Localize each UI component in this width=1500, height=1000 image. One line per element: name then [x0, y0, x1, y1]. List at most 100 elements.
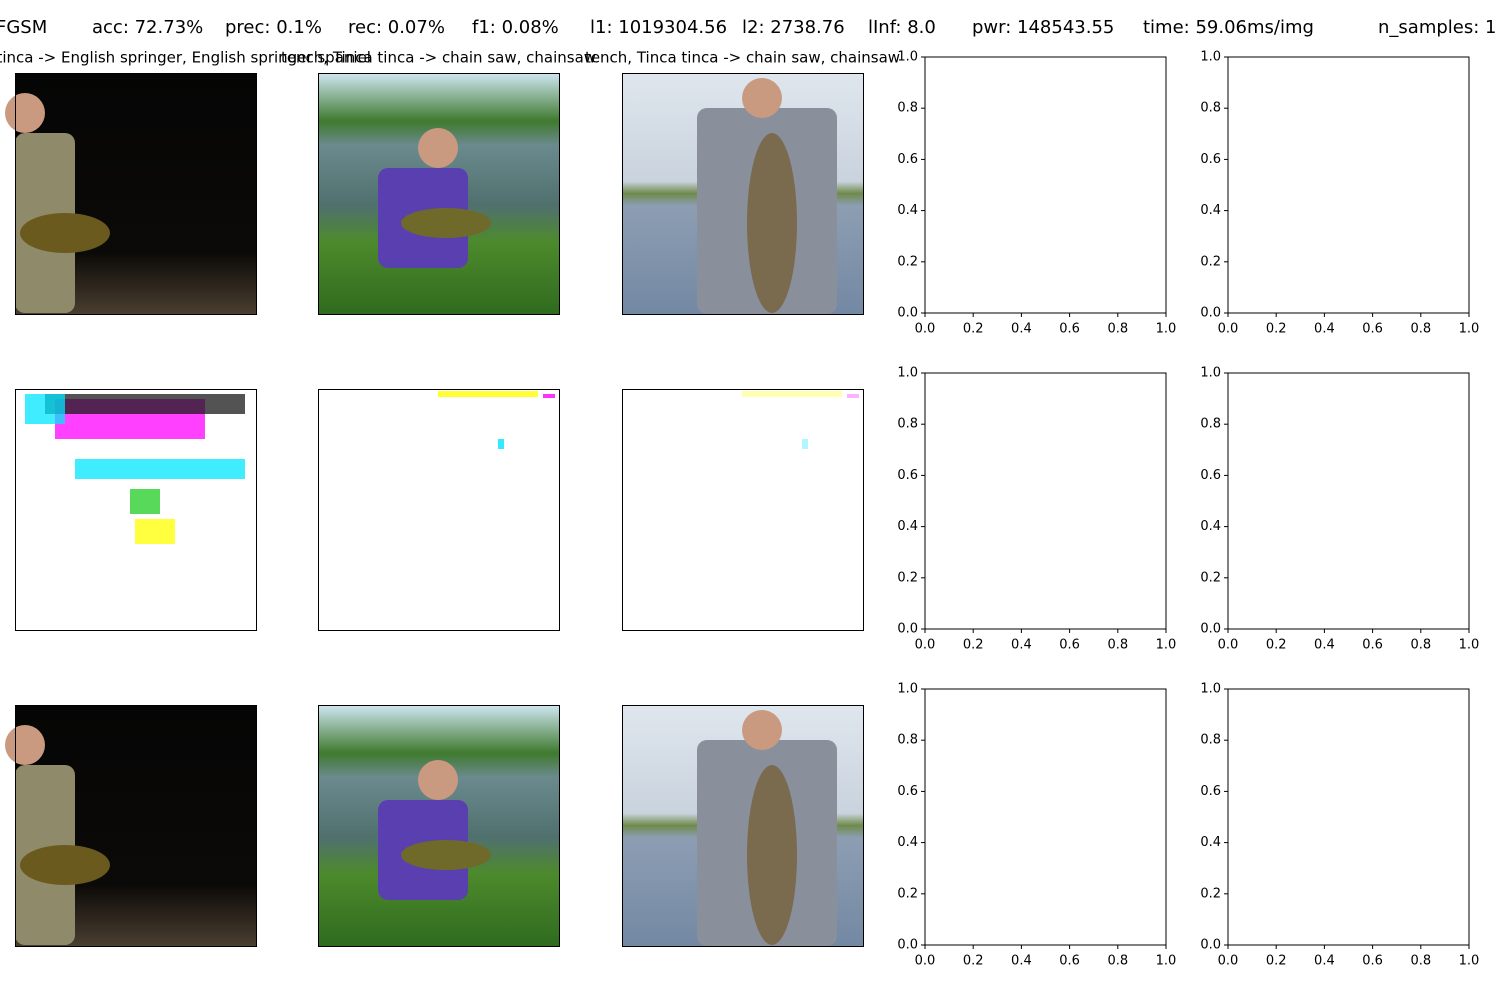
noise — [130, 489, 160, 514]
image-panel — [15, 389, 257, 631]
y-tick-label: 0.8 — [1200, 417, 1221, 432]
x-tick-label: 0.2 — [1266, 322, 1287, 337]
head — [742, 78, 782, 118]
x-tick-label: 1.0 — [1459, 638, 1480, 653]
y-tick-label: 0.8 — [1200, 101, 1221, 116]
x-tick-label: 0.6 — [1362, 322, 1383, 337]
y-tick-label: 1.0 — [897, 682, 918, 697]
diff-image — [318, 389, 559, 630]
head — [5, 725, 45, 765]
image-panel — [318, 389, 560, 631]
y-tick-label: 0.4 — [897, 203, 918, 218]
noise — [75, 459, 245, 479]
metric: f1: 0.08% — [472, 17, 559, 38]
y-tick-label: 1.0 — [897, 50, 918, 65]
x-tick-label: 0.0 — [1218, 322, 1239, 337]
y-tick-label: 1.0 — [897, 366, 918, 381]
head — [418, 760, 458, 800]
y-tick-label: 0.6 — [897, 784, 918, 799]
x-tick-label: 0.8 — [1410, 638, 1431, 653]
head — [742, 710, 782, 750]
x-tick-label: 0.4 — [1314, 638, 1335, 653]
x-tick-label: 1.0 — [1156, 638, 1177, 653]
y-tick-label: 0.6 — [897, 468, 918, 483]
metric: time: 59.06ms/img — [1143, 17, 1314, 38]
axes-frame — [1227, 56, 1470, 314]
metric: acc: 72.73% — [92, 17, 203, 38]
panel-border — [318, 705, 560, 947]
image-panel — [622, 389, 864, 631]
metric: n_samples: 1 — [1378, 17, 1496, 38]
x-tick-label: 0.6 — [1059, 954, 1080, 969]
y-tick-label: 1.0 — [1200, 682, 1221, 697]
axes-frame — [1227, 688, 1470, 946]
x-tick-label: 0.2 — [963, 954, 984, 969]
axes: 0.0 0.2 0.4 0.6 0.8 1.0 0.0 0.2 0.4 0.6 0.8 1.0 — [897, 50, 1176, 337]
x-tick-label: 1.0 — [1156, 954, 1177, 969]
y-tick-label: 0.2 — [1200, 570, 1221, 585]
axes: 0.0 0.2 0.4 0.6 0.8 1.0 0.0 0.2 0.4 0.6 0.8 1.0 — [1200, 50, 1479, 337]
panel-title: tench, Tinca tinca -> chain saw, chainsa… — [281, 49, 596, 67]
axes-frame — [924, 688, 1167, 946]
axes-frame — [924, 372, 1167, 630]
method-label: FGSM — [0, 17, 47, 38]
x-tick-label: 0.0 — [1218, 638, 1239, 653]
panel-border — [15, 705, 257, 947]
noise — [25, 394, 65, 424]
metric: l2: 2738.76 — [742, 17, 845, 38]
x-tick-label: 0.0 — [915, 322, 936, 337]
y-tick-label: 0.0 — [897, 938, 918, 953]
x-tick-label: 0.4 — [1011, 954, 1032, 969]
noise — [135, 519, 175, 544]
axes-frame — [1227, 372, 1470, 630]
y-tick-label: 0.6 — [1200, 784, 1221, 799]
y-tick-label: 0.4 — [897, 835, 918, 850]
y-tick-label: 0.2 — [1200, 254, 1221, 269]
x-tick-label: 0.2 — [963, 638, 984, 653]
fish — [747, 133, 797, 313]
y-tick-label: 0.6 — [1200, 468, 1221, 483]
x-tick-label: 0.8 — [1107, 638, 1128, 653]
x-tick-label: 0.4 — [1314, 954, 1335, 969]
axes: 0.0 0.2 0.4 0.6 0.8 1.0 0.0 0.2 0.4 0.6 0.8 1.0 — [897, 682, 1176, 969]
y-tick-label: 0.4 — [1200, 835, 1221, 850]
y-tick-label: 1.0 — [1200, 50, 1221, 65]
x-tick-label: 0.8 — [1410, 954, 1431, 969]
y-tick-label: 0.6 — [1200, 152, 1221, 167]
panel-title: tench, Tinca tinca -> chain saw, chainsa… — [585, 49, 900, 67]
y-tick-label: 0.8 — [897, 733, 918, 748]
metric: pwr: 148543.55 — [972, 17, 1114, 38]
fish — [401, 840, 491, 870]
panel-border — [622, 389, 864, 631]
panel-border — [15, 73, 257, 315]
noise — [543, 394, 555, 398]
y-tick-label: 0.2 — [1200, 886, 1221, 901]
image-panel — [622, 73, 864, 315]
y-tick-label: 0.0 — [1200, 622, 1221, 637]
x-tick-label: 0.2 — [1266, 638, 1287, 653]
y-tick-label: 0.2 — [897, 886, 918, 901]
panel-border — [622, 73, 864, 315]
noise — [498, 439, 504, 449]
metric: l1: 1019304.56 — [590, 17, 727, 38]
image-panel — [318, 705, 560, 947]
x-tick-label: 0.8 — [1107, 322, 1128, 337]
image-panel — [318, 73, 560, 315]
axes: 0.0 0.2 0.4 0.6 0.8 1.0 0.0 0.2 0.4 0.6 0.8 1.0 — [1200, 682, 1479, 969]
noise — [802, 439, 808, 449]
x-tick-label: 0.2 — [1266, 954, 1287, 969]
y-tick-label: 0.0 — [1200, 938, 1221, 953]
metric: rec: 0.07% — [348, 17, 445, 38]
fish — [20, 213, 110, 253]
fish — [747, 765, 797, 945]
y-tick-label: 0.2 — [897, 254, 918, 269]
y-tick-label: 0.4 — [897, 519, 918, 534]
metric: lInf: 8.0 — [868, 17, 936, 38]
x-tick-label: 0.0 — [915, 954, 936, 969]
y-tick-label: 0.8 — [897, 101, 918, 116]
fish — [20, 845, 110, 885]
x-tick-label: 0.6 — [1059, 322, 1080, 337]
noise — [438, 391, 538, 397]
x-tick-label: 0.0 — [915, 638, 936, 653]
